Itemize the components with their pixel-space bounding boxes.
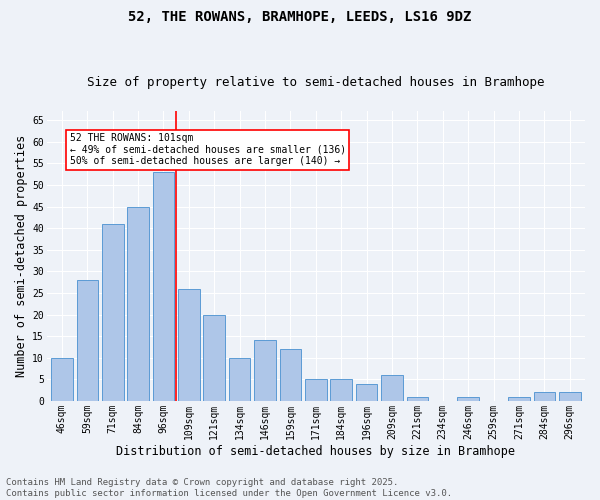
Bar [51, 358, 73, 401]
Bar [407, 396, 428, 401]
Bar [356, 384, 377, 401]
Bar [229, 358, 250, 401]
Bar [102, 224, 124, 401]
Bar [77, 280, 98, 401]
Text: Contains HM Land Registry data © Crown copyright and database right 2025.
Contai: Contains HM Land Registry data © Crown c… [6, 478, 452, 498]
Bar [457, 396, 479, 401]
Bar [508, 396, 530, 401]
Bar [254, 340, 276, 401]
Bar [331, 380, 352, 401]
Text: 52, THE ROWANS, BRAMHOPE, LEEDS, LS16 9DZ: 52, THE ROWANS, BRAMHOPE, LEEDS, LS16 9D… [128, 10, 472, 24]
Bar [381, 375, 403, 401]
Bar [203, 314, 225, 401]
X-axis label: Distribution of semi-detached houses by size in Bramhope: Distribution of semi-detached houses by … [116, 444, 515, 458]
Bar [153, 172, 174, 401]
Bar [559, 392, 581, 401]
Title: Size of property relative to semi-detached houses in Bramhope: Size of property relative to semi-detach… [87, 76, 545, 90]
Bar [533, 392, 555, 401]
Y-axis label: Number of semi-detached properties: Number of semi-detached properties [15, 135, 28, 378]
Bar [305, 380, 326, 401]
Bar [178, 288, 200, 401]
Text: 52 THE ROWANS: 101sqm
← 49% of semi-detached houses are smaller (136)
50% of sem: 52 THE ROWANS: 101sqm ← 49% of semi-deta… [70, 133, 346, 166]
Bar [127, 206, 149, 401]
Bar [280, 349, 301, 401]
